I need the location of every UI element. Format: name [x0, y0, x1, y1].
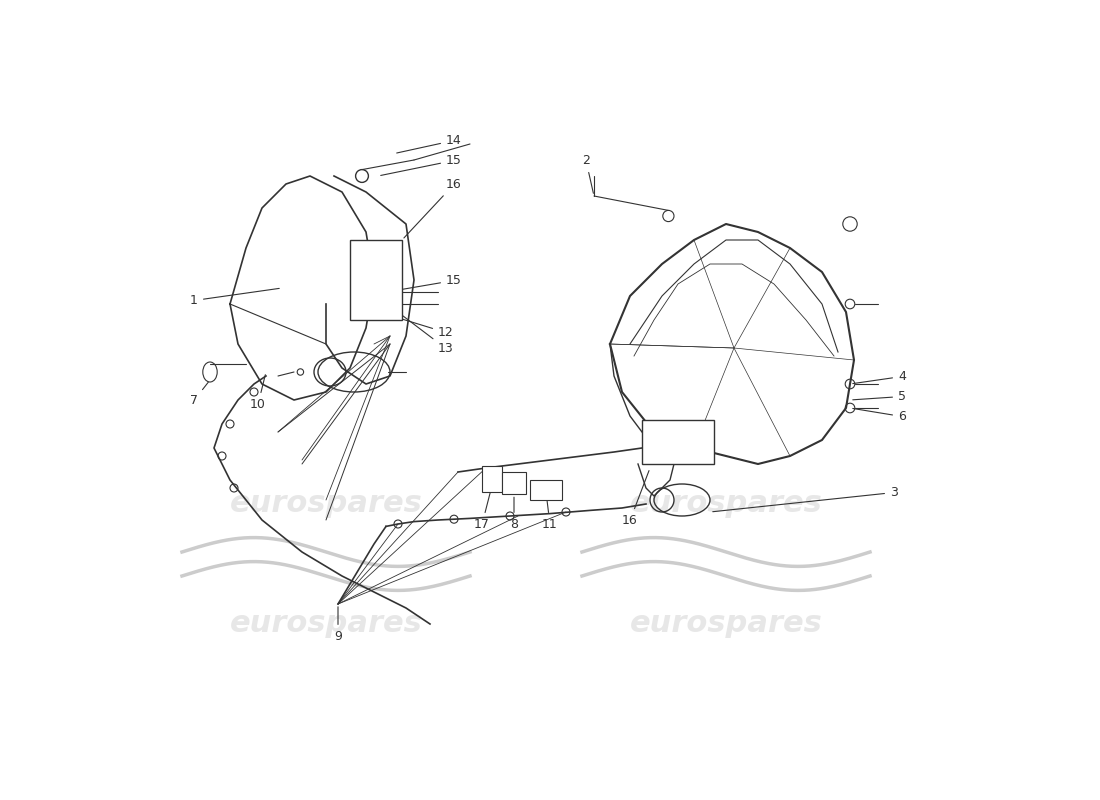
Text: 3: 3: [713, 486, 898, 512]
Text: 8: 8: [510, 497, 518, 531]
Text: eurospares: eurospares: [629, 490, 823, 518]
Text: eurospares: eurospares: [629, 610, 823, 638]
Text: 2: 2: [582, 154, 593, 194]
Text: 4: 4: [852, 370, 906, 384]
Text: 15: 15: [385, 274, 462, 292]
Text: 11: 11: [542, 494, 558, 531]
Text: 10: 10: [250, 374, 266, 411]
Text: 16: 16: [623, 470, 649, 527]
FancyBboxPatch shape: [642, 420, 714, 464]
FancyBboxPatch shape: [350, 240, 402, 320]
Text: 16: 16: [404, 178, 462, 238]
Text: 1: 1: [190, 288, 279, 307]
Text: 7: 7: [190, 382, 208, 407]
Text: 5: 5: [852, 390, 906, 403]
Text: 9: 9: [334, 606, 342, 643]
FancyBboxPatch shape: [502, 472, 526, 494]
Text: 12: 12: [368, 309, 453, 339]
Text: 17: 17: [474, 486, 492, 531]
Text: 6: 6: [852, 409, 906, 423]
Text: 14: 14: [397, 134, 462, 153]
Text: eurospares: eurospares: [230, 610, 422, 638]
FancyBboxPatch shape: [530, 480, 562, 500]
Text: eurospares: eurospares: [230, 490, 422, 518]
Text: 15: 15: [381, 154, 462, 175]
FancyBboxPatch shape: [482, 466, 502, 492]
Text: 13: 13: [384, 302, 453, 355]
